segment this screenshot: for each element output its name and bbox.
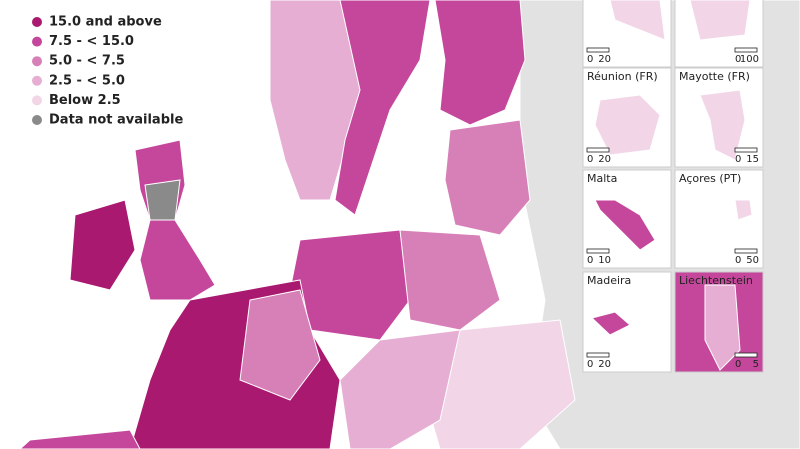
scale-label: 0 <box>735 54 741 65</box>
legend-label: 15.0 and above <box>49 15 162 30</box>
scale-bar <box>734 248 758 254</box>
scale-label: 50 <box>746 255 759 266</box>
inset-title: Açores (PT) <box>679 172 741 185</box>
inset-shape <box>704 284 741 371</box>
legend-swatch <box>32 36 42 47</box>
legend-swatch <box>32 115 42 125</box>
ireland <box>69 199 136 291</box>
inset-title: Réunion (FR) <box>587 70 658 83</box>
scale-label: 0 <box>587 255 593 266</box>
sweden <box>334 0 431 216</box>
scale-label: 0 <box>735 359 741 370</box>
scale-label: 5 <box>753 359 759 370</box>
scale-bar <box>586 352 610 358</box>
legend-bg <box>22 8 182 132</box>
scale-bar <box>586 147 610 153</box>
legend-label: Below 2.5 <box>49 93 121 108</box>
iberia <box>19 429 141 449</box>
legend-label: 2.5 - < 5.0 <box>49 73 125 88</box>
legend: 15.0 and above 7.5 - < 15.0 5.0 - < 7.5 2.5… <box>22 8 183 132</box>
inset-shape <box>689 0 751 41</box>
scale-label: 0 <box>587 359 593 370</box>
scale-label: 10 <box>598 255 611 266</box>
inset-shape <box>594 94 661 156</box>
scale-label: 15 <box>746 154 759 165</box>
poland <box>399 229 501 331</box>
scale-label: 0 <box>587 154 593 165</box>
scale-label: 0 <box>587 54 593 65</box>
legend-label: 7.5 - < 15.0 <box>49 34 134 49</box>
scale-bar <box>734 352 758 358</box>
legend-swatch <box>32 56 42 67</box>
scale-label: 20 <box>598 359 611 370</box>
scale-label: 100 <box>740 54 759 65</box>
scale-label: 20 <box>598 54 611 65</box>
legend-swatch <box>32 95 42 106</box>
scale-bar <box>734 147 758 153</box>
legend-swatch <box>32 17 42 27</box>
scale-bar <box>586 47 610 53</box>
scale-label: 0 <box>735 154 741 165</box>
france-east <box>239 289 321 401</box>
inset-shape <box>734 199 753 221</box>
inset-shape <box>591 311 631 336</box>
legend-swatch <box>32 75 42 86</box>
scale-label: 20 <box>598 154 611 165</box>
legend-label: Data not available <box>49 113 183 128</box>
scale-label: 0 <box>735 255 741 266</box>
scale-bar <box>586 248 610 254</box>
no-data <box>144 179 181 221</box>
inset-title: Malta <box>587 172 617 185</box>
inset-shape <box>594 199 656 251</box>
inset-shape <box>699 89 746 161</box>
inset-title: Mayotte (FR) <box>679 70 750 83</box>
inset-title: Madeira <box>587 274 631 287</box>
legend-label: 5.0 - < 7.5 <box>49 54 125 69</box>
scale-bar <box>734 47 758 53</box>
finland <box>434 0 526 126</box>
baltics <box>444 119 531 236</box>
inset-title: Liechtenstein <box>679 274 753 287</box>
inset-shape <box>609 0 666 41</box>
